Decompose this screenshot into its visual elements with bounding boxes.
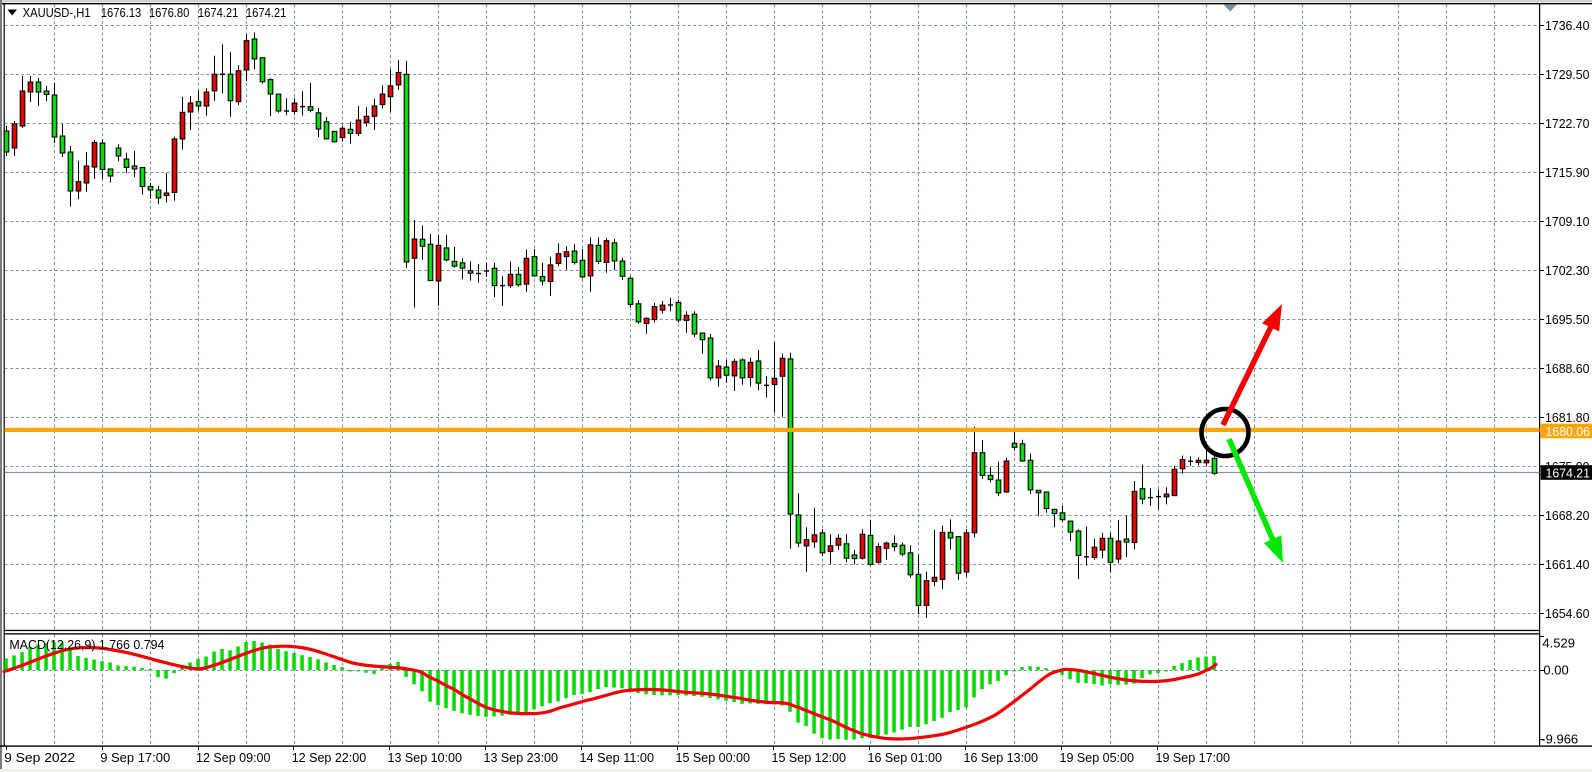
svg-text:1702.30: 1702.30 [1545, 263, 1590, 278]
svg-text:9 Sep 2022: 9 Sep 2022 [4, 750, 75, 765]
svg-text:15 Sep 00:00: 15 Sep 00:00 [676, 750, 751, 765]
svg-text:1722.70: 1722.70 [1545, 116, 1590, 131]
svg-text:13 Sep 10:00: 13 Sep 10:00 [388, 750, 463, 765]
svg-text:MACD(12,26,9) 1.766 0.794: MACD(12,26,9) 1.766 0.794 [9, 637, 164, 652]
svg-text:1674.21: 1674.21 [198, 5, 239, 20]
svg-text:1715.90: 1715.90 [1545, 165, 1590, 180]
svg-text:0.00: 0.00 [1543, 663, 1568, 678]
svg-text:16 Sep 01:00: 16 Sep 01:00 [868, 750, 943, 765]
svg-text:13 Sep 23:00: 13 Sep 23:00 [484, 750, 559, 765]
svg-text:19 Sep 05:00: 19 Sep 05:00 [1060, 750, 1135, 765]
svg-text:1736.40: 1736.40 [1545, 18, 1590, 33]
svg-text:1676.13: 1676.13 [101, 5, 142, 20]
svg-text:1681.80: 1681.80 [1545, 410, 1590, 425]
svg-text:15 Sep 12:00: 15 Sep 12:00 [772, 750, 847, 765]
svg-text:1695.50: 1695.50 [1545, 312, 1590, 327]
svg-text:1709.10: 1709.10 [1545, 214, 1590, 229]
svg-text:1674.21: 1674.21 [246, 5, 287, 20]
svg-text:9 Sep 17:00: 9 Sep 17:00 [100, 750, 170, 765]
svg-text:16 Sep 13:00: 16 Sep 13:00 [964, 750, 1039, 765]
svg-text:4.529: 4.529 [1542, 636, 1575, 651]
svg-text:1674.21: 1674.21 [1546, 465, 1591, 480]
svg-text:1729.50: 1729.50 [1545, 67, 1590, 82]
svg-text:1676.80: 1676.80 [149, 5, 190, 20]
svg-text:1668.20: 1668.20 [1545, 508, 1590, 523]
svg-text:12 Sep 09:00: 12 Sep 09:00 [196, 750, 271, 765]
svg-text:1661.40: 1661.40 [1545, 557, 1590, 572]
svg-text:14 Sep 11:00: 14 Sep 11:00 [580, 750, 655, 765]
svg-text:-9.966: -9.966 [1541, 732, 1578, 747]
svg-text:12 Sep 22:00: 12 Sep 22:00 [292, 750, 367, 765]
svg-text:1654.60: 1654.60 [1545, 606, 1590, 621]
svg-text:1688.60: 1688.60 [1545, 361, 1590, 376]
svg-text:19 Sep 17:00: 19 Sep 17:00 [1156, 750, 1231, 765]
svg-text:XAUUSD-,H1: XAUUSD-,H1 [23, 5, 91, 20]
svg-text:1680.06: 1680.06 [1546, 424, 1591, 439]
